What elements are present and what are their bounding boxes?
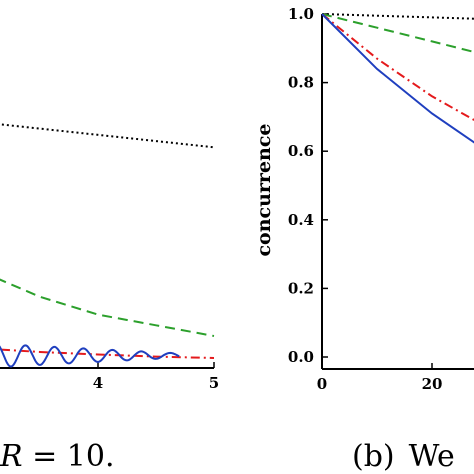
panel-a-dotted-series-line: [0, 123, 215, 149]
panel-b-caption: (b) We: [352, 439, 455, 474]
panel-b-caption-label: (b): [352, 439, 395, 474]
panel-a-x-tick-label: 4: [93, 374, 103, 392]
panel-b-caption-text: We: [409, 439, 455, 474]
panel-b-x-tick-label: 20: [422, 375, 443, 393]
panel-b-solid-series-line: [321, 13, 474, 144]
panel-b-dashed-series-line: [321, 13, 474, 53]
panel-b-y-tick-label: 0.2: [288, 279, 314, 297]
panel-a-x-tick-label: 5: [209, 374, 219, 392]
panel-b-dotted-series-line: [321, 13, 474, 20]
panel-b-y-axis-title: concurrence: [253, 123, 275, 256]
panel-b: 0.0 0.2 0.4 0.6 0.8 1.0 0 20 concurrence: [253, 5, 474, 393]
panel-a-dashed-series-line: [0, 278, 215, 337]
panel-a-caption: R = 10.: [0, 439, 115, 474]
panel-b-y-tick-label: 0.4: [288, 211, 314, 229]
panel-a-solid-series-line: [0, 344, 180, 368]
panel-a-caption-value: = 10.: [23, 439, 115, 474]
panel-b-y-tick-label: 0.8: [288, 74, 314, 92]
panel-b-x-tick-label: 0: [317, 375, 327, 393]
panel-b-y-tick-label: 1.0: [288, 5, 314, 23]
panel-a-caption-symbol: R: [0, 439, 23, 474]
panel-b-y-tick-label: 0.0: [288, 348, 314, 366]
panel-b-dashdot-series-line: [321, 13, 474, 122]
panel-b-y-tick-label: 0.6: [288, 142, 314, 160]
